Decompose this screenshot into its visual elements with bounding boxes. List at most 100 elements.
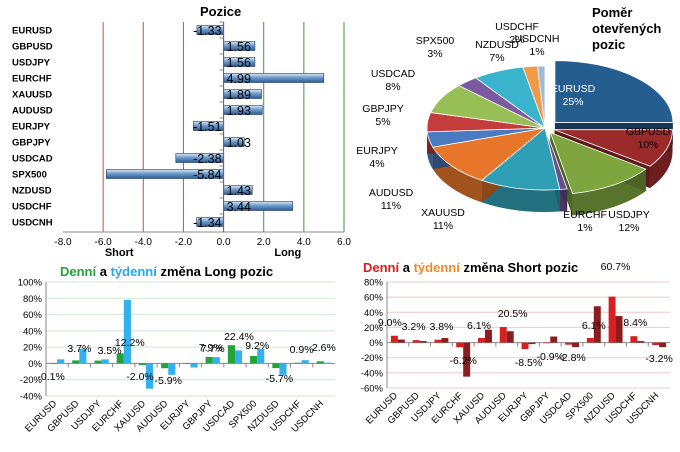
pie-slice-label: SPX500	[416, 35, 455, 47]
change-bar	[659, 343, 666, 348]
change-data-label: 7.9%	[199, 342, 223, 354]
change-bar	[302, 360, 309, 363]
change-data-label: 2.6%	[312, 342, 336, 354]
change-bar	[72, 360, 79, 363]
change-bar	[295, 363, 302, 364]
change-bar	[413, 340, 420, 342]
pozice-value-label: -2.38	[193, 152, 222, 166]
pozice-value-label: 1.89	[227, 88, 251, 102]
change-data-label: 12.2%	[115, 337, 145, 349]
pie-slice-percent: 8%	[385, 81, 400, 93]
long-change-chart: Denní a týdenní změna Long pozic 100%80%…	[0, 260, 345, 447]
change-data-label: -0.1%	[37, 371, 64, 383]
change-bar	[139, 363, 146, 365]
pie-slice-label: EURJPY	[356, 145, 397, 157]
change-bar	[250, 356, 257, 363]
pie-slice-label: EURUSD	[551, 83, 596, 95]
short-change-title: Denní a týdenní změna Short pozic	[363, 260, 578, 275]
change-bar	[456, 343, 463, 348]
change-bar	[398, 340, 405, 343]
change-bar	[391, 336, 398, 343]
change-ytick-label: 0%	[369, 338, 383, 349]
pie-slice-percent: 4%	[369, 158, 384, 170]
pie-slice-label: USDJPY	[608, 209, 649, 221]
change-data-label: -6.2%	[449, 355, 476, 367]
change-bar	[522, 343, 529, 349]
pozice-category-label: SPX500	[12, 170, 47, 181]
short-change-plot: 80%60%40%20%0%-20%-40%-60%EURUSDGBPUSDUS…	[345, 260, 680, 447]
change-bar	[161, 363, 168, 368]
pozice-category-label: GBPJPY	[12, 138, 51, 149]
pie-slice-percent: 5%	[375, 116, 390, 128]
pozice-category-label: USDJPY	[12, 58, 51, 69]
pozice-value-label: -1.33	[193, 24, 222, 38]
pozice-value-label: 1.56	[227, 40, 251, 54]
long-title-part-2: a	[96, 264, 110, 279]
long-change-title: Denní a týdenní změna Long pozic	[60, 264, 273, 279]
change-bar	[50, 363, 57, 364]
pozice-xtick-label: -8.0	[54, 237, 72, 248]
change-data-label: -2.8%	[558, 352, 585, 364]
pie-slice-label: USDCAD	[371, 68, 416, 80]
pie-slice-percent: 10%	[637, 139, 658, 151]
change-ytick-label: -40%	[361, 368, 384, 379]
pozice-value-label: -5.84	[193, 168, 222, 182]
short-title-part-3: týdenní	[414, 260, 460, 275]
change-data-label: 9.2%	[245, 340, 269, 352]
change-data-label: 3.7%	[67, 343, 91, 355]
change-data-label: 8.4%	[623, 317, 647, 329]
short-title-part-1: Denní	[363, 260, 399, 275]
change-bar	[478, 338, 485, 343]
change-data-label: 20.5%	[498, 308, 528, 320]
change-data-label: -5.7%	[266, 373, 293, 385]
short-change-chart: Denní a týdenní změna Short pozic 80% 60%…	[345, 260, 680, 447]
change-bar	[565, 343, 572, 345]
change-bar	[324, 363, 331, 364]
pie-slice-percent: 7%	[489, 52, 504, 64]
pozice-value-label: 3.44	[227, 200, 251, 214]
short-title-part-2: a	[399, 260, 413, 275]
change-bar	[587, 338, 594, 343]
pozice-category-label: XAUUSD	[12, 90, 52, 101]
pie-slice-percent: 11%	[433, 220, 453, 232]
change-bar	[124, 300, 131, 364]
pie-slice-percent: 11%	[381, 200, 401, 212]
pozice-value-label: 1.43	[227, 184, 251, 198]
pozice-value-label: -1.34	[193, 216, 222, 230]
pozice-category-label: USDCAD	[12, 154, 53, 165]
change-bar	[235, 350, 242, 363]
pie-title-text: Poměr otevřených pozic	[592, 5, 661, 52]
pie-slice-label: GBPJPY	[362, 103, 403, 115]
pozice-xtick-label: 6.0	[337, 237, 351, 248]
change-bar	[652, 343, 659, 345]
long-title-part-1: Denní	[60, 264, 96, 279]
pozice-category-label: EURCHF	[12, 74, 52, 85]
long-title-part-3: týdenní	[111, 264, 157, 279]
change-ytick-label: -40%	[20, 392, 43, 403]
change-bar	[616, 316, 623, 342]
change-bar	[609, 297, 616, 343]
change-ytick-label: 60%	[364, 293, 384, 304]
pozice-xtick-label: -2.0	[175, 237, 193, 248]
change-bar	[183, 363, 190, 364]
pie-slice-label: AUDUSD	[369, 187, 414, 199]
change-ytick-label: 40%	[23, 326, 43, 337]
change-bar	[213, 357, 220, 363]
pie-slice-percent: 25%	[562, 96, 583, 108]
change-bar	[94, 361, 101, 364]
pozice-category-label: NZDUSD	[12, 186, 52, 197]
change-bar	[102, 359, 109, 363]
change-ytick-label: 80%	[364, 278, 384, 289]
change-data-label: 3.2%	[402, 321, 426, 333]
change-bar	[57, 359, 64, 363]
change-ytick-label: 60%	[23, 310, 43, 321]
change-data-label: 0.9%	[290, 344, 314, 356]
change-bar	[529, 343, 536, 345]
change-data-label: -5.9%	[155, 375, 182, 387]
change-bar	[317, 361, 324, 363]
change-data-label: 6.1%	[582, 320, 606, 332]
change-data-label: 3.8%	[429, 321, 453, 333]
pozice-value-label: 1.56	[227, 56, 251, 70]
change-bar	[550, 337, 557, 343]
